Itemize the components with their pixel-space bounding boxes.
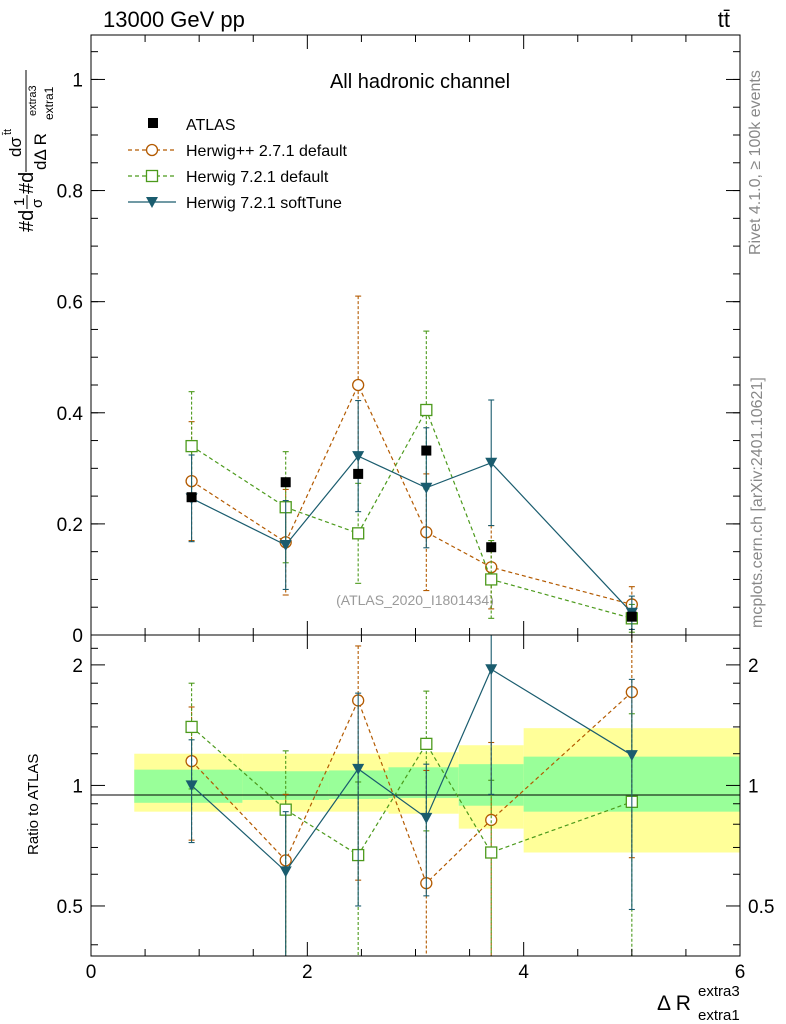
main-panel: (ATLAS_2020_I1801434) 0 0.2 0.4 0.6 0.8 1 All…	[2, 34, 741, 647]
main-herwig-7-2-1-softtune-point	[352, 451, 365, 463]
main-ytick-label: 0	[72, 626, 83, 647]
legend-label-softtune: Herwig 7.2.1 softTune	[186, 195, 342, 212]
legend-marker-softtune	[146, 197, 158, 208]
main-ytick-label: 0.8	[57, 182, 83, 203]
main-herwig-2-7-1-default-line	[191, 383, 632, 606]
legend-item-softtune: Herwig 7.2.1 softTune	[128, 195, 342, 212]
main-atlas-point	[486, 542, 497, 553]
ratio-ylabel: Ratio to ATLAS	[25, 754, 42, 855]
xlabel-sup: extra3	[698, 983, 740, 1000]
main-ytick-label: 0.6	[57, 293, 83, 314]
ratio-herwig-7-2-1-softtune-point	[185, 780, 198, 792]
legend: ATLAS Herwig++ 2.7.1 default Herwig 7.2.…	[128, 117, 348, 212]
legend-item-herwigpp: Herwig++ 2.7.1 default	[128, 143, 348, 160]
legend-label-atlas: ATLAS	[186, 117, 236, 134]
legend-label-herwigpp: Herwig++ 2.7.1 default	[186, 143, 348, 160]
main-axes: 0 0.2 0.4 0.6 0.8 1	[57, 35, 741, 647]
ratio-ytick-label: 2	[72, 656, 83, 677]
ratio-herwig-7-2-1-default-line	[191, 726, 633, 856]
main-atlas-point	[280, 477, 291, 488]
ratio-ytick-label-right: 0.5	[748, 897, 774, 918]
main-ytick-label: 0.4	[57, 404, 84, 425]
ratio-herwig-7-2-1-softtune-series	[185, 635, 638, 956]
xtick-label: 4	[518, 962, 529, 983]
legend-item-herwig7: Herwig 7.2.1 default	[128, 169, 329, 186]
main-herwig-7-2-1-default-point	[185, 439, 198, 453]
ratio-herwig-7-2-1-softtune-point	[485, 664, 498, 676]
xlabel: Δ R extra3 extra1	[657, 983, 740, 1024]
main-atlas-point	[421, 445, 432, 456]
ratio-herwig-7-2-1-softtune-point	[420, 812, 433, 824]
ratio-ytick-label-right: 2	[748, 656, 759, 677]
main-herwig-7-2-1-softtune-line	[191, 455, 633, 614]
ratio-herwig-2-7-1-default-line	[191, 691, 633, 885]
legend-item-atlas: ATLAS	[148, 117, 236, 134]
legend-label-herwig7: Herwig 7.2.1 default	[186, 169, 329, 186]
ratio-herwig-7-2-1-softtune-point	[625, 750, 638, 762]
ratio-band-inner	[134, 769, 243, 803]
legend-marker-herwig7	[145, 169, 159, 183]
xtick-label: 6	[735, 962, 746, 983]
xtick-label: 2	[302, 962, 313, 983]
ratio-panel: 0.5 0.5 1 1 2 2 0 2 4 6 Ratio to ATLAS Δ R extra3…	[25, 634, 774, 1024]
main-atlas-series	[186, 445, 637, 622]
main-ytick-label: 0.2	[57, 515, 83, 536]
ylabel-den2-sup: extra3	[27, 85, 39, 116]
mcplots-label: mcplots.cern.ch [arXiv:2401.10621]	[749, 377, 766, 628]
ratio-ytick-label: 1	[72, 776, 83, 797]
ylabel-den1: σ	[29, 198, 46, 208]
ratio-herwig-7-2-1-softtune-line	[191, 668, 633, 873]
ylabel-num1: 1	[11, 198, 28, 206]
ratio-herwig-7-2-1-default-point	[485, 846, 498, 859]
main-herwig-2-7-1-default-point	[352, 378, 365, 392]
ylabel-d2: #d	[16, 172, 38, 194]
main-series	[185, 295, 638, 633]
rivet-label: Rivet 4.1.0, ≥ 100k events	[747, 70, 764, 255]
main-title: All hadronic channel	[330, 71, 510, 93]
main-herwig-7-2-1-default-point	[420, 403, 433, 417]
ratio-herwig-7-2-1-default-point	[420, 737, 433, 751]
legend-marker-atlas	[148, 118, 158, 128]
main-ylabel: #d 1 σ #d dσ t̄t dΔ R extra1 extra3	[2, 70, 56, 232]
main-watermark-layer: (ATLAS_2020_I1801434)	[336, 592, 494, 608]
header-right: tt̄	[718, 7, 730, 32]
ratio-ytick-label-right: 1	[748, 776, 759, 797]
main-herwig-7-2-1-softtune-point	[485, 457, 498, 469]
ylabel-d1: #d	[16, 210, 38, 232]
watermark: (ATLAS_2020_I1801434)	[336, 592, 494, 608]
main-herwig-7-2-1-default-point	[352, 527, 365, 540]
ratio-herwig-7-2-1-softtune-point	[352, 763, 365, 775]
ylabel-den2: dΔ R	[31, 133, 50, 170]
ylabel-num2-sup: t̄t	[2, 129, 14, 136]
legend-marker-herwigpp	[145, 143, 159, 157]
ratio-axes: 0.5 0.5 1 1 2 2 0 2 4 6	[57, 635, 774, 983]
ratio-band-inner	[388, 767, 459, 799]
ylabel-den2-sub: extra1	[42, 86, 56, 120]
main-atlas-point	[626, 611, 637, 622]
main-herwig-7-2-1-default-point	[485, 573, 498, 586]
main-atlas-point	[353, 468, 364, 479]
xlabel-sub: extra1	[698, 1007, 740, 1024]
ratio-ytick-label: 0.5	[57, 897, 83, 918]
xtick-label: 0	[86, 962, 97, 983]
xlabel-base: Δ R	[657, 992, 691, 1015]
ratio-herwig-7-2-1-softtune-point	[279, 866, 292, 878]
main-atlas-point	[186, 492, 197, 503]
ratio-herwig-7-2-1-default-point	[185, 720, 198, 734]
main-ytick-label: 1	[72, 70, 83, 91]
ratio-series	[185, 635, 638, 956]
main-herwig-7-2-1-softtune-point	[420, 482, 433, 494]
ylabel-num2: dσ	[6, 137, 25, 157]
header-left: 13000 GeV pp	[103, 7, 245, 32]
main-herwig-7-2-1-softtune-point	[279, 540, 292, 551]
